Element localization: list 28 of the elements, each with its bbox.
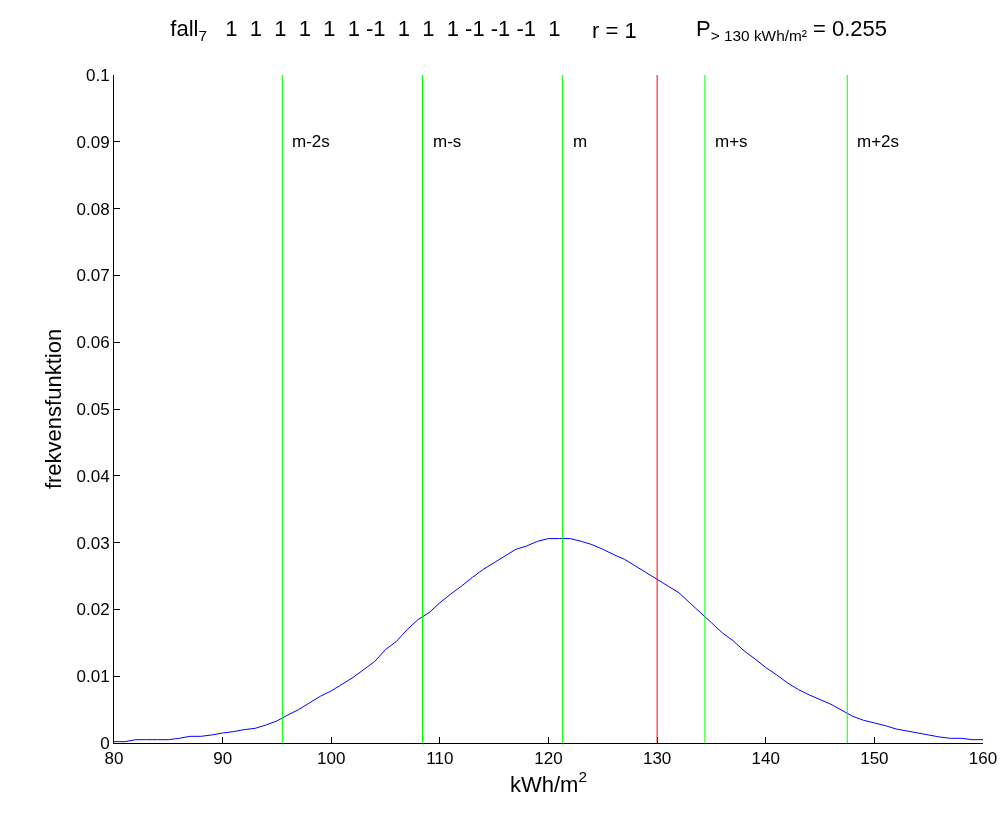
text: P$_{> 130 kWh/m²}$ = 0.255 (696, 16, 888, 44)
y-tick-label: 0.01 (76, 667, 110, 687)
y-tick-label: 0.09 (76, 132, 110, 152)
ref-line-label: m-2s (292, 132, 330, 151)
y-tick-label: 0.05 (76, 399, 110, 419)
x-tick-label: 90 (213, 749, 233, 769)
y-tick-label: 0.1 (85, 65, 110, 85)
y-tick-label: 0.06 (76, 333, 110, 353)
ref-line-label: m+s (715, 132, 748, 151)
y-tick-label: 0.03 (76, 533, 110, 553)
x-tick-label: 120 (534, 749, 563, 769)
x-tick-label: 150 (860, 749, 889, 769)
y-tick-label: 0.08 (76, 199, 110, 219)
x-tick-label: 110 (426, 749, 454, 769)
y-axis-title: frekvensfunktion (41, 328, 67, 490)
x-tick-label: 140 (751, 749, 780, 769)
y-tick-label: 0.02 (76, 600, 110, 620)
y-tick-label: 0.07 (76, 266, 110, 286)
ref-line-label: m (573, 132, 588, 151)
x-tick-label: 160 (968, 749, 998, 769)
x-tick-label: 100 (317, 749, 346, 769)
text: r = 1 (592, 18, 637, 43)
ref-line-label: m-s (433, 132, 462, 151)
x-axis-title: kWh/m$^{2}$ (509, 768, 588, 797)
y-tick-label: 0.04 (76, 466, 110, 486)
chart-title: fall$_{7}$ 1 1 1 1 1 1 -1 1 1 1 -1 -1 -1 1 (170, 16, 561, 44)
ref-line-label: m+2s (857, 132, 900, 151)
x-tick-label: 130 (642, 749, 672, 769)
